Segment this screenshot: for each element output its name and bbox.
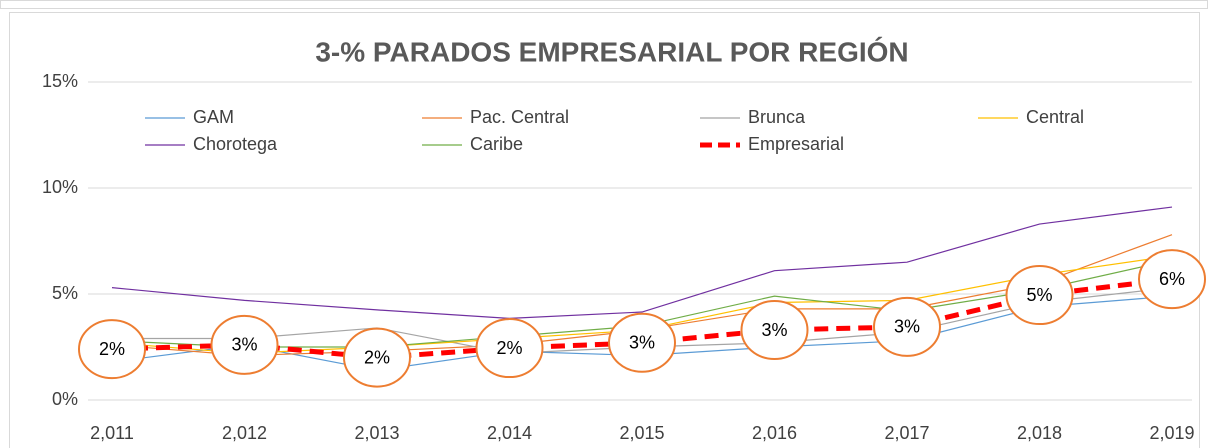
- data-label: 3%: [231, 335, 257, 355]
- x-tick-label: 2,013: [354, 423, 399, 443]
- data-label-bubble: [608, 312, 676, 373]
- upper-frame: [0, 0, 1208, 9]
- y-tick-label: 0%: [52, 389, 78, 409]
- data-label: 6%: [1159, 269, 1185, 289]
- chart-frame: [9, 12, 1200, 448]
- x-tick-label: 2,019: [1149, 423, 1194, 443]
- y-tick-label: 10%: [42, 177, 78, 197]
- data-label: 3%: [629, 333, 655, 353]
- data-label: 2%: [364, 347, 390, 367]
- data-label-bubble: [1138, 249, 1206, 310]
- data-label-bubble: [740, 300, 809, 361]
- legend-label: Caribe: [470, 134, 523, 154]
- legend-label: Central: [1026, 107, 1084, 127]
- x-tick-label: 2,016: [752, 423, 797, 443]
- x-tick-label: 2,018: [1017, 423, 1062, 443]
- y-tick-label: 15%: [42, 71, 78, 91]
- data-label: 3%: [761, 320, 787, 340]
- data-label-bubble: [1005, 265, 1074, 326]
- data-label: 2%: [496, 338, 522, 358]
- x-tick-label: 2,017: [884, 423, 929, 443]
- legend-label: Pac. Central: [470, 107, 569, 127]
- data-label: 3%: [894, 317, 920, 337]
- x-tick-label: 2,014: [487, 423, 532, 443]
- data-label-bubble: [475, 318, 544, 379]
- data-label-bubble: [210, 314, 279, 375]
- chart-title: 3-% PARADOS EMPRESARIAL POR REGIÓN: [315, 36, 908, 67]
- x-tick-label: 2,012: [222, 423, 267, 443]
- legend-label: Empresarial: [748, 134, 844, 154]
- x-tick-label: 2,015: [619, 423, 664, 443]
- data-label: 5%: [1026, 285, 1052, 305]
- data-label-bubble: [873, 296, 941, 357]
- series-line: [111, 206, 1173, 319]
- legend-label: Chorotega: [193, 134, 278, 154]
- legend-label: GAM: [193, 107, 234, 127]
- data-label: 2%: [99, 339, 125, 359]
- data-label-bubble: [343, 327, 411, 388]
- x-tick-label: 2,011: [90, 423, 134, 443]
- data-label-bubble: [78, 319, 146, 380]
- y-tick-label: 5%: [52, 283, 78, 303]
- legend-label: Brunca: [748, 107, 806, 127]
